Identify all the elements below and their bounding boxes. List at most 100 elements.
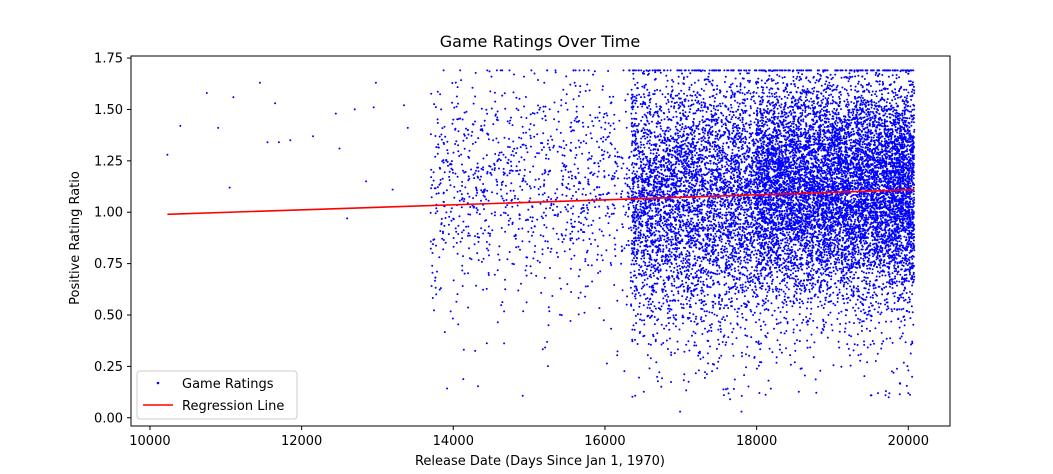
scatter-point xyxy=(456,118,459,121)
scatter-point xyxy=(577,275,580,278)
scatter-point xyxy=(670,178,673,181)
scatter-point xyxy=(687,152,690,155)
scatter-point xyxy=(536,152,539,155)
scatter-point xyxy=(561,178,564,181)
scatter-point xyxy=(637,249,640,252)
scatter-point xyxy=(740,235,743,238)
scatter-point xyxy=(671,97,674,100)
scatter-point xyxy=(696,238,699,241)
scatter-point xyxy=(668,153,671,156)
scatter-point xyxy=(739,256,742,258)
scatter-point xyxy=(461,163,463,166)
scatter-point xyxy=(662,255,665,258)
scatter-point xyxy=(729,140,732,143)
scatter-point xyxy=(713,207,716,210)
scatter-point xyxy=(658,301,661,304)
scatter-point xyxy=(735,85,738,88)
scatter-point xyxy=(749,178,752,181)
scatter-point xyxy=(672,186,675,189)
scatter-point xyxy=(577,172,580,174)
scatter-point xyxy=(732,354,735,357)
scatter-point xyxy=(717,281,720,284)
scatter-point xyxy=(228,186,231,189)
scatter-point xyxy=(690,272,693,275)
scatter-point xyxy=(679,146,682,149)
scatter-point xyxy=(485,154,488,157)
scatter-point xyxy=(550,247,553,250)
scatter-point xyxy=(633,213,636,216)
scatter-point xyxy=(537,188,540,190)
scatter-point xyxy=(483,124,486,127)
scatter-point xyxy=(670,168,673,171)
scatter-point xyxy=(747,215,750,217)
scatter-point xyxy=(748,354,751,357)
scatter-point xyxy=(744,327,747,330)
scatter-point xyxy=(709,345,711,348)
scatter-point xyxy=(638,155,641,158)
scatter-point xyxy=(718,266,721,269)
scatter-point xyxy=(552,203,555,206)
scatter-point xyxy=(693,255,696,258)
scatter-point xyxy=(587,180,590,183)
scatter-point xyxy=(731,215,734,218)
scatter-point xyxy=(707,139,710,142)
scatter-point xyxy=(476,236,479,239)
scatter-point xyxy=(741,201,744,204)
scatter-point xyxy=(467,179,470,182)
scatter-point xyxy=(702,101,705,104)
scatter-point xyxy=(633,270,636,273)
scatter-point xyxy=(731,91,734,94)
scatter-point xyxy=(650,131,653,134)
scatter-point xyxy=(726,129,729,131)
scatter-point xyxy=(741,288,744,291)
scatter-point xyxy=(742,112,745,114)
scatter-point xyxy=(543,224,546,226)
scatter-point xyxy=(632,196,635,199)
scatter-point xyxy=(641,170,644,173)
scatter-point xyxy=(691,205,694,207)
scatter-point xyxy=(702,121,705,124)
scatter-point xyxy=(744,152,747,155)
scatter-point xyxy=(711,125,714,128)
scatter-point xyxy=(749,256,752,259)
scatter-point xyxy=(745,306,748,308)
scatter-point xyxy=(667,307,670,310)
scatter-point xyxy=(752,275,755,278)
scatter-point xyxy=(751,164,754,167)
scatter-point xyxy=(740,304,743,307)
scatter-point xyxy=(723,250,726,253)
scatter-point xyxy=(633,211,636,213)
scatter-point xyxy=(431,184,434,186)
scatter-point xyxy=(466,129,469,132)
scatter-point xyxy=(471,204,474,207)
scatter-point xyxy=(706,234,709,236)
scatter-point xyxy=(620,262,623,265)
scatter-point xyxy=(721,151,724,154)
scatter-point xyxy=(691,334,693,337)
scatter-point xyxy=(488,254,490,257)
scatter-point xyxy=(649,224,652,227)
scatter-point xyxy=(631,172,634,175)
scatter-point xyxy=(730,187,732,190)
scatter-point xyxy=(641,225,644,228)
scatter-point xyxy=(676,122,679,125)
scatter-point xyxy=(527,208,530,211)
scatter-point xyxy=(587,126,590,128)
scatter-point xyxy=(561,193,564,196)
scatter-point xyxy=(518,214,521,217)
scatter-point xyxy=(563,147,566,150)
scatter-point xyxy=(693,129,696,132)
scatter-point xyxy=(535,274,538,277)
scatter-point xyxy=(746,219,749,222)
scatter-point xyxy=(651,69,654,72)
scatter-point xyxy=(683,142,686,145)
scatter-point xyxy=(730,103,732,106)
scatter-point xyxy=(700,205,703,208)
scatter-point xyxy=(632,237,635,240)
scatter-point xyxy=(736,216,739,219)
scatter-point xyxy=(720,125,723,128)
scatter-point xyxy=(530,234,533,237)
scatter-point xyxy=(643,257,646,260)
scatter-point xyxy=(742,140,745,143)
scatter-point xyxy=(448,179,451,182)
